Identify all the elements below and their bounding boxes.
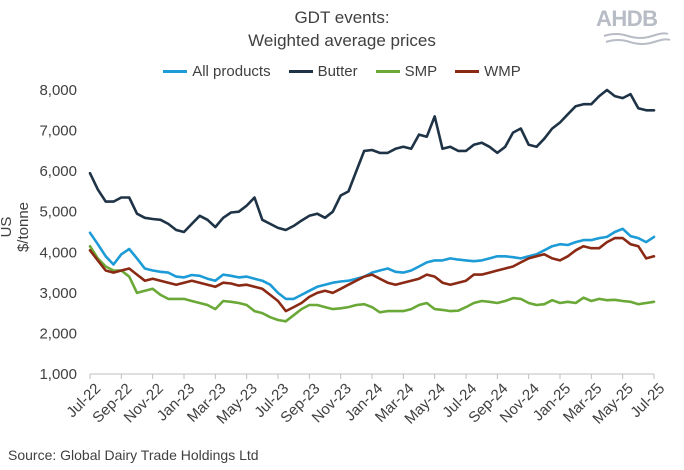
y-tick-label: 3,000 bbox=[39, 285, 77, 302]
chart-title-line-1: GDT events: bbox=[294, 8, 390, 27]
source-note: Source: Global Dairy Trade Holdings Ltd bbox=[8, 447, 259, 463]
legend-swatch bbox=[288, 70, 313, 73]
legend-label: Butter bbox=[317, 63, 358, 80]
x-tick-label: Jul-25 bbox=[627, 380, 668, 421]
y-tick-label: 2,000 bbox=[39, 325, 77, 342]
chart-legend: All products Butter SMP WMP bbox=[0, 63, 684, 80]
series-line-butter bbox=[88, 88, 656, 234]
legend-item-all-products: All products bbox=[163, 63, 271, 80]
logo-wave-icon bbox=[603, 32, 671, 45]
chart-title-line-2: Weighted average prices bbox=[248, 31, 436, 50]
legend-swatch bbox=[455, 70, 480, 73]
y-tick-label: 1,000 bbox=[39, 366, 77, 383]
ahdb-logo: AHDB bbox=[596, 6, 676, 46]
logo-text: AHDB bbox=[596, 6, 658, 31]
legend-label: WMP bbox=[484, 63, 521, 80]
y-tick-label: 7,000 bbox=[39, 123, 77, 140]
legend-item-smp: SMP bbox=[375, 63, 438, 80]
y-tick-label: 8,000 bbox=[39, 82, 77, 99]
series-line-all-products bbox=[88, 227, 656, 301]
series-line-wmp bbox=[88, 236, 656, 313]
y-tick-label: 6,000 bbox=[39, 163, 77, 180]
legend-label: SMP bbox=[404, 63, 438, 80]
legend-swatch bbox=[163, 70, 188, 73]
legend-item-wmp: WMP bbox=[455, 63, 521, 80]
y-tick-label: 4,000 bbox=[39, 244, 77, 261]
series-line-smp bbox=[88, 244, 656, 323]
legend-item-butter: Butter bbox=[288, 63, 358, 80]
y-axis-label: US $/tonne bbox=[0, 201, 32, 253]
legend-swatch bbox=[375, 70, 400, 73]
legend-label: All products bbox=[192, 63, 271, 80]
y-tick-label: 5,000 bbox=[39, 204, 77, 221]
